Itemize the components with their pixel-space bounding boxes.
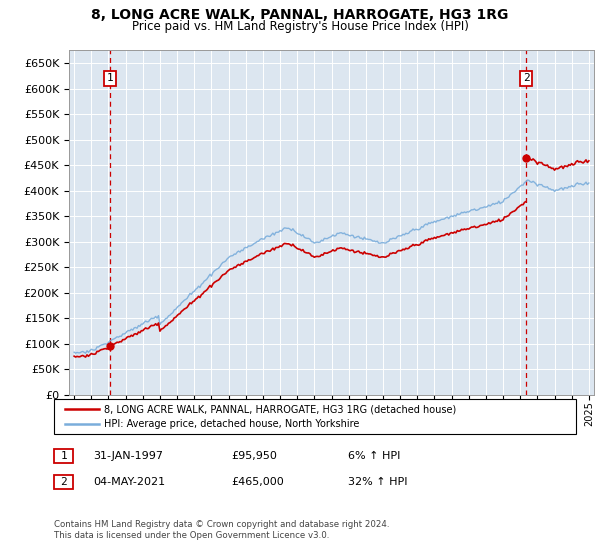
Text: 04-MAY-2021: 04-MAY-2021 [93, 477, 165, 487]
Text: 2: 2 [60, 477, 67, 487]
Text: HPI: Average price, detached house, North Yorkshire: HPI: Average price, detached house, Nort… [104, 419, 359, 430]
Text: 2: 2 [523, 73, 529, 83]
Text: 8, LONG ACRE WALK, PANNAL, HARROGATE, HG3 1RG: 8, LONG ACRE WALK, PANNAL, HARROGATE, HG… [91, 8, 509, 22]
Text: 6% ↑ HPI: 6% ↑ HPI [348, 451, 400, 461]
Text: £465,000: £465,000 [231, 477, 284, 487]
Text: Contains HM Land Registry data © Crown copyright and database right 2024.
This d: Contains HM Land Registry data © Crown c… [54, 520, 389, 540]
Text: Price paid vs. HM Land Registry's House Price Index (HPI): Price paid vs. HM Land Registry's House … [131, 20, 469, 33]
Text: 32% ↑ HPI: 32% ↑ HPI [348, 477, 407, 487]
Text: 8, LONG ACRE WALK, PANNAL, HARROGATE, HG3 1RG (detached house): 8, LONG ACRE WALK, PANNAL, HARROGATE, HG… [104, 404, 456, 414]
Text: 1: 1 [106, 73, 113, 83]
Text: £95,950: £95,950 [231, 451, 277, 461]
Text: 1: 1 [60, 451, 67, 461]
Text: 31-JAN-1997: 31-JAN-1997 [93, 451, 163, 461]
